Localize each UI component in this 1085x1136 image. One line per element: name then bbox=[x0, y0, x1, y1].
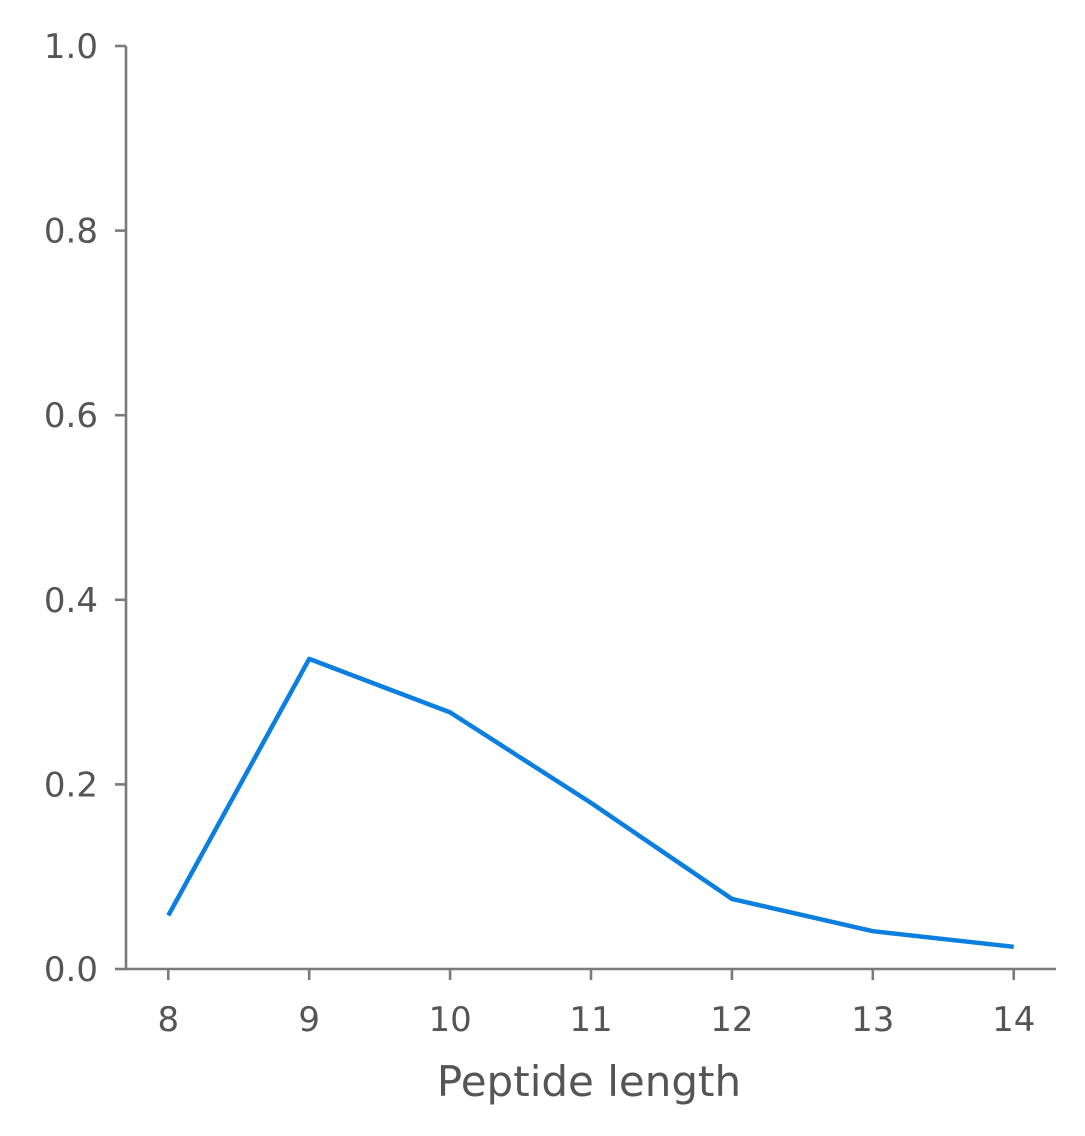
y-tick-label: 1.0 bbox=[44, 27, 98, 67]
y-ticks: 0.0 0.2 0.4 0.6 0.8 1.0 bbox=[44, 27, 126, 990]
y-tick-label: 0.4 bbox=[44, 581, 98, 621]
y-tick-label: 0.2 bbox=[44, 765, 98, 805]
axes: 0.0 0.2 0.4 0.6 0.8 1.0 8 9 10 11 12 13 14 bbox=[44, 27, 1056, 1040]
x-axis-title: Peptide length bbox=[437, 1057, 741, 1106]
y-tick-label: 0.6 bbox=[44, 396, 98, 436]
x-tick-label: 8 bbox=[157, 1000, 179, 1040]
x-ticks: 8 9 10 11 12 13 14 bbox=[157, 969, 1035, 1040]
x-tick-label: 9 bbox=[298, 1000, 320, 1040]
x-tick-label: 14 bbox=[992, 1000, 1035, 1040]
x-tick-label: 13 bbox=[851, 1000, 894, 1040]
x-tick-label: 12 bbox=[710, 1000, 753, 1040]
x-tick-label: 10 bbox=[428, 1000, 471, 1040]
series-line bbox=[166, 656, 1014, 950]
y-tick-label: 0.0 bbox=[44, 950, 98, 990]
x-tick-label: 11 bbox=[569, 1000, 612, 1040]
series-layer bbox=[166, 656, 1014, 950]
y-tick-label: 0.8 bbox=[44, 212, 98, 252]
